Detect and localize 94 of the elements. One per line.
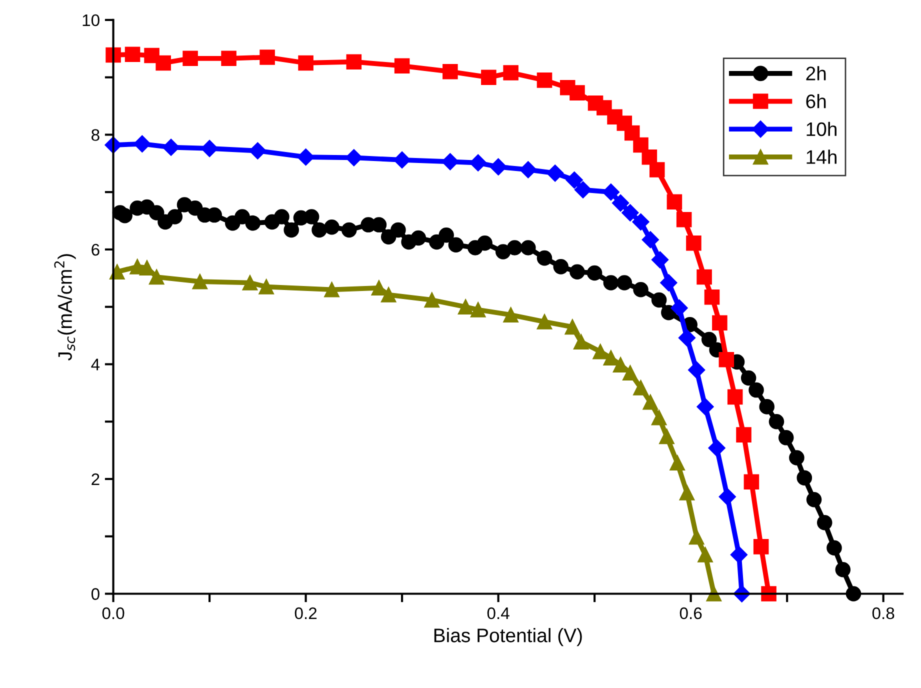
point xyxy=(688,529,704,545)
point xyxy=(659,428,674,444)
point xyxy=(442,153,459,170)
point xyxy=(712,315,728,331)
point xyxy=(574,181,592,198)
point xyxy=(622,365,638,380)
point xyxy=(324,282,340,298)
point xyxy=(520,161,537,178)
point xyxy=(730,546,748,564)
x-tick-label: 0.6 xyxy=(680,607,702,620)
y-tick-label: 0 xyxy=(91,588,100,600)
point xyxy=(688,361,706,379)
point xyxy=(470,154,487,172)
point xyxy=(481,70,496,85)
point xyxy=(380,287,396,302)
point xyxy=(718,352,734,368)
point xyxy=(242,275,258,290)
point xyxy=(676,212,692,228)
point xyxy=(666,194,682,210)
point xyxy=(134,135,151,152)
point xyxy=(679,485,695,500)
point xyxy=(536,72,552,88)
point xyxy=(345,149,362,166)
legend-label: 2h xyxy=(806,66,826,80)
point xyxy=(602,184,620,201)
point xyxy=(249,142,266,160)
y-tick-label: 10 xyxy=(82,14,100,26)
point xyxy=(490,158,507,176)
point xyxy=(297,148,314,166)
point xyxy=(718,488,736,506)
point xyxy=(458,299,474,314)
point xyxy=(221,50,236,66)
point xyxy=(503,307,518,323)
legend-label: 6h xyxy=(806,94,826,108)
point xyxy=(182,50,198,66)
point xyxy=(708,439,726,457)
legend-label: 10h xyxy=(806,122,836,136)
legend-label: 14h xyxy=(806,150,836,164)
point xyxy=(394,58,410,74)
point xyxy=(298,55,314,71)
point xyxy=(148,269,164,285)
point xyxy=(424,292,440,308)
point xyxy=(670,455,685,471)
x-axis-title: Bias Potential (V) xyxy=(434,628,582,646)
point xyxy=(503,65,518,80)
point xyxy=(704,289,720,305)
point xyxy=(727,389,743,405)
point xyxy=(573,334,589,350)
point xyxy=(260,50,275,65)
point xyxy=(632,213,650,230)
point xyxy=(442,64,458,80)
x-tick-label: 0.2 xyxy=(294,607,317,620)
x-tick-label: 0.4 xyxy=(487,607,510,620)
point xyxy=(622,204,639,222)
point xyxy=(660,274,678,292)
point xyxy=(744,474,760,490)
point xyxy=(642,231,659,248)
x-tick-label: 0.0 xyxy=(102,607,124,620)
point xyxy=(686,236,702,251)
point xyxy=(546,164,564,182)
y-axis-title: J$_{sc}$(mA/cm$^{2}$) xyxy=(54,254,76,361)
point xyxy=(124,46,140,62)
point xyxy=(200,140,218,158)
y-tick-label: 8 xyxy=(92,129,100,141)
point xyxy=(156,55,171,71)
y-tick-label: 2 xyxy=(92,473,100,486)
point xyxy=(696,398,714,416)
point xyxy=(470,302,486,318)
point xyxy=(258,279,274,294)
point xyxy=(394,151,411,169)
point xyxy=(698,547,713,562)
point xyxy=(753,539,769,554)
point xyxy=(649,162,665,178)
point xyxy=(564,319,580,335)
point xyxy=(670,299,688,317)
point xyxy=(651,410,667,426)
point xyxy=(678,329,696,346)
point xyxy=(633,137,648,153)
point xyxy=(536,314,552,330)
y-tick-label: 6 xyxy=(92,244,100,256)
point xyxy=(696,269,712,285)
x-tick-label: 0.8 xyxy=(872,607,894,620)
point xyxy=(651,251,669,268)
point xyxy=(570,85,585,100)
point xyxy=(162,138,180,156)
point xyxy=(633,380,648,396)
point xyxy=(346,54,362,70)
point xyxy=(736,427,752,442)
point xyxy=(192,274,208,290)
point xyxy=(642,394,658,410)
point xyxy=(612,194,630,212)
point xyxy=(566,171,583,189)
point xyxy=(592,344,608,360)
y-tick-label: 4 xyxy=(91,358,100,370)
